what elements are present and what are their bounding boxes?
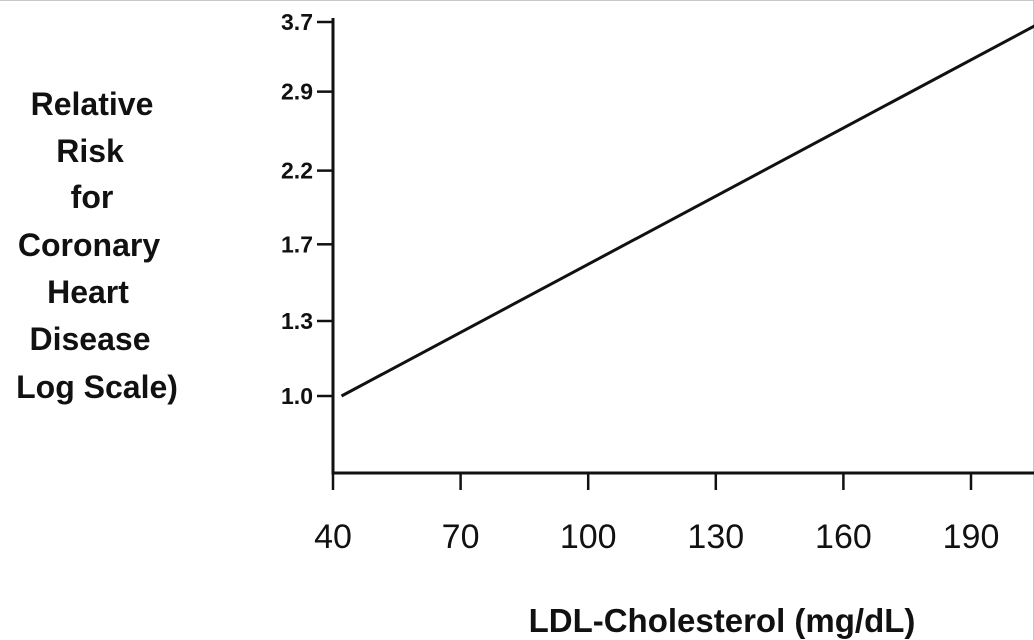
y-axis-ticks: 1.0 1.3 1.7 2.2 2.9 3.7 bbox=[281, 9, 333, 409]
x-tick-label: 40 bbox=[314, 518, 352, 556]
y-tick-label: 1.3 bbox=[281, 308, 313, 334]
x-tick-label: 160 bbox=[815, 518, 872, 556]
y-tick-label: 1.7 bbox=[281, 231, 313, 257]
x-tick-label: 190 bbox=[943, 518, 1000, 556]
y-tick-label: 2.9 bbox=[281, 79, 313, 105]
x-tick-label: 70 bbox=[442, 518, 480, 556]
y-tick-label: 1.0 bbox=[281, 383, 313, 409]
y-tick-label: 2.2 bbox=[281, 158, 313, 184]
plot-area bbox=[340, 24, 1034, 398]
x-tick-label: 100 bbox=[560, 518, 617, 556]
y-axis-label-line: for bbox=[71, 179, 114, 215]
x-tick-label: 130 bbox=[687, 518, 744, 556]
x-axis-ticks: 40 70 100 130 160 190 bbox=[314, 473, 999, 556]
y-axis-label-line: Disease bbox=[30, 321, 151, 357]
y-axis-label-line: Relative bbox=[31, 86, 154, 122]
y-axis-label-line: Heart bbox=[47, 274, 129, 310]
x-axis-label: LDL-Cholesterol (mg/dL) bbox=[529, 602, 916, 639]
y-axis-label-line: Coronary bbox=[18, 227, 160, 263]
y-axis-label-line: Risk bbox=[56, 133, 124, 169]
y-tick-label: 3.7 bbox=[281, 9, 313, 35]
y-axis-label-line: Log Scale) bbox=[16, 369, 178, 405]
series-line bbox=[340, 24, 1034, 398]
y-axis-label: Relative Risk for Coronary Heart Disease… bbox=[16, 86, 178, 405]
